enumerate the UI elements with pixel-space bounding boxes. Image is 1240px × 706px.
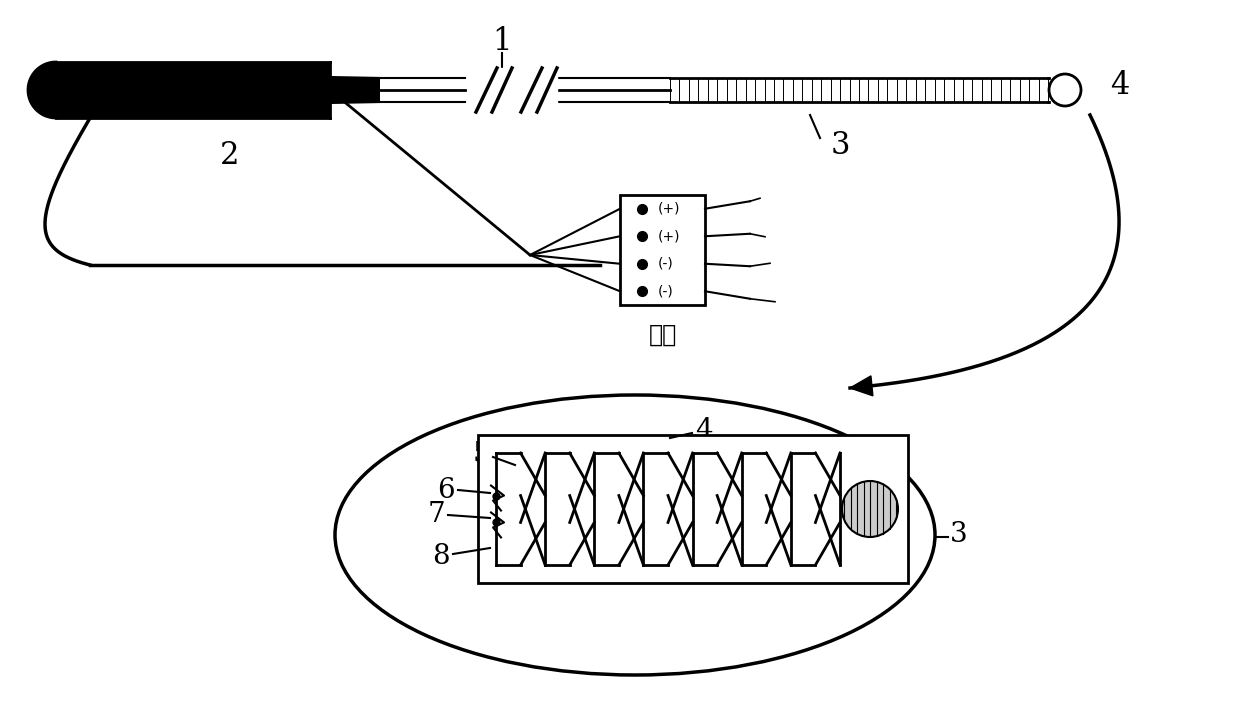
Wedge shape bbox=[29, 62, 56, 118]
Bar bbox=[56, 62, 330, 118]
Circle shape bbox=[842, 481, 898, 537]
Text: 4: 4 bbox=[694, 417, 713, 443]
Text: (+): (+) bbox=[658, 229, 681, 244]
Bar bbox=[620, 195, 706, 305]
Text: (-): (-) bbox=[658, 285, 673, 298]
Text: 3: 3 bbox=[950, 522, 967, 549]
Text: 5: 5 bbox=[472, 441, 490, 469]
Text: 4: 4 bbox=[1110, 69, 1130, 100]
Text: 8: 8 bbox=[433, 542, 450, 570]
Text: 1: 1 bbox=[492, 27, 512, 57]
Text: 2: 2 bbox=[221, 140, 239, 171]
Text: 6: 6 bbox=[438, 477, 455, 503]
Polygon shape bbox=[849, 376, 873, 396]
Bar bbox=[477, 435, 908, 583]
Text: (+): (+) bbox=[658, 202, 681, 216]
Text: (-): (-) bbox=[658, 257, 673, 270]
Text: 冷端: 冷端 bbox=[649, 323, 677, 347]
Text: 3: 3 bbox=[831, 129, 849, 160]
Polygon shape bbox=[330, 77, 379, 103]
Text: 7: 7 bbox=[428, 501, 445, 529]
